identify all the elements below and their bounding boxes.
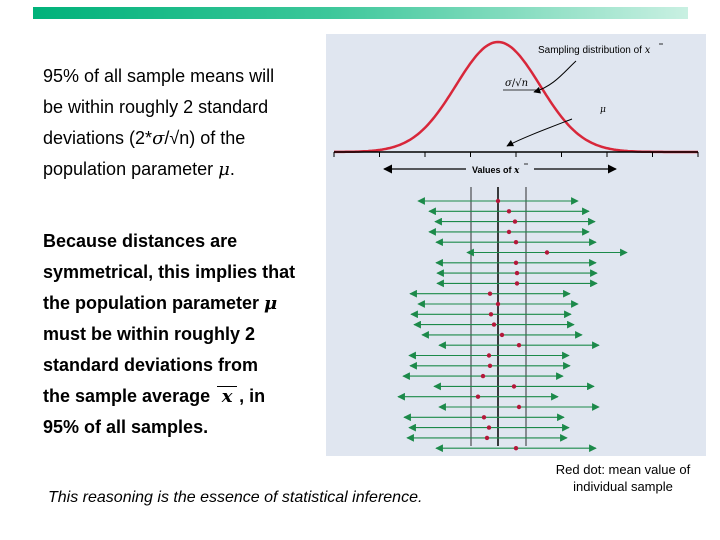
sigma-symbol: σ (152, 128, 165, 149)
axis-ticks (333, 152, 699, 157)
sample-mean-dot (513, 260, 519, 265)
sample-mean-dot (516, 343, 522, 348)
sample-mean-dot (495, 301, 501, 307)
symmetry-paragraph: Because distances are symmetrical, this … (43, 226, 318, 443)
sample-mean-dot (506, 229, 512, 235)
para2-line-5: standard deviations from (43, 355, 259, 375)
sampling-distribution-curve (334, 40, 698, 154)
sample-intervals (397, 197, 628, 453)
sample-mean-dot (495, 198, 501, 204)
para1-line-2: be within roughly 2 standard (43, 97, 269, 117)
sampling-distribution-figure: Sampling distribution of x σ/√n μ Values… (326, 34, 706, 456)
para2-line-7: 95% of all samples. (43, 417, 209, 437)
mu-symbol: μ (264, 293, 278, 314)
footer-caption: This reasoning is the essence of statist… (48, 489, 423, 506)
sample-mean-dot (513, 446, 519, 451)
sample-mean-dot (514, 270, 520, 276)
sample-mean-dot (491, 322, 497, 327)
xbar-symbol: x (215, 381, 239, 412)
red-dot-note: Red dot: mean value of individual sample (555, 462, 691, 494)
axis-label: Values of x (472, 165, 520, 176)
sample-mean-dot (481, 415, 487, 420)
sample-mean-dot (486, 425, 492, 430)
sample-mean-dot (480, 373, 486, 379)
sample-mean-dot (516, 404, 522, 410)
para2-line-2: symmetrical, this implies that (43, 262, 296, 282)
mu-label: μ (600, 105, 606, 115)
mu-symbol: μ (218, 159, 230, 180)
para2-line-6: the sample average x, in (43, 381, 318, 412)
curve-title: Sampling distribution of x (538, 45, 651, 56)
sample-mean-dot (486, 353, 492, 358)
para1-line-3: deviations (2*σ/√n) of the (43, 128, 246, 149)
sample-mean-dot (506, 209, 512, 214)
sample-mean-dot (499, 332, 505, 338)
sd-label: σ/√n (505, 78, 528, 89)
sample-mean-dot (544, 250, 550, 255)
figure-svg: Sampling distribution of x σ/√n μ Values… (333, 40, 699, 453)
title-pointer-arrow (533, 60, 577, 94)
title-bar-decoration (33, 7, 688, 19)
sample-mean-dot (488, 312, 494, 317)
para2-line-3: the population parameter μ (43, 293, 278, 314)
sample-mean-dot (487, 363, 493, 368)
mu-pointer-arrow (506, 118, 573, 147)
sample-mean-dot (511, 384, 517, 389)
sample-mean-dot (513, 240, 519, 245)
sample-mean-dot (512, 219, 518, 224)
sample-mean-dot (484, 435, 490, 441)
para2-line-1: Because distances are (43, 231, 238, 251)
sample-mean-dot (475, 394, 481, 399)
explanation-paragraph: 95% of all sample means will be within r… (43, 61, 318, 185)
sample-mean-dot (487, 291, 493, 296)
sample-mean-dot (514, 281, 520, 286)
para1-line-4: population parameter μ. (43, 159, 235, 180)
para2-line-4: must be within roughly 2 (43, 324, 256, 344)
para1-line-1: 95% of all sample means will (43, 66, 275, 86)
